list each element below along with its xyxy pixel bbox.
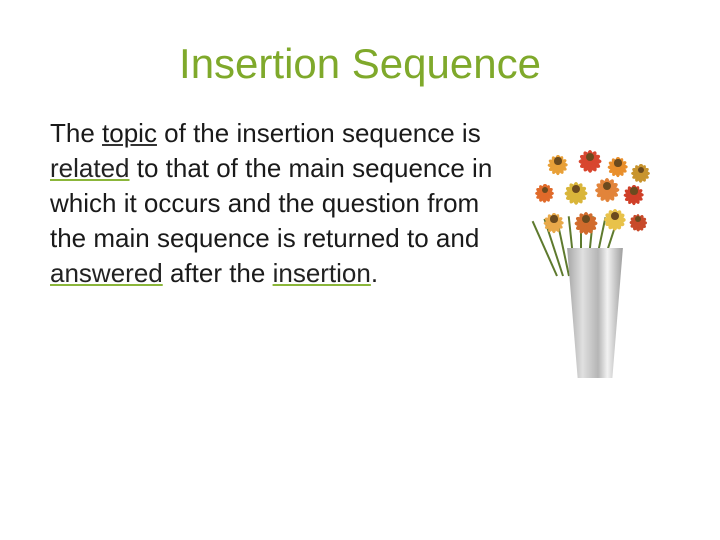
vase <box>564 248 626 378</box>
flower-icon <box>625 206 651 232</box>
slide: Insertion Sequence The topic of the inse… <box>0 0 720 540</box>
text-plain: after the <box>163 258 273 288</box>
slide-title: Insertion Sequence <box>50 40 670 88</box>
body-paragraph: The topic of the insertion sequence is r… <box>50 116 510 291</box>
text-underlined-answered: answered <box>50 258 163 288</box>
flower-icon <box>559 172 593 206</box>
text-plain: . <box>371 258 378 288</box>
flower-vase-figure <box>520 136 670 378</box>
text-plain: of the insertion sequence is <box>157 118 481 148</box>
flower-icon <box>543 146 573 176</box>
text-underlined-insertion: insertion <box>273 258 371 288</box>
body-wrap: The topic of the insertion sequence is r… <box>50 116 670 378</box>
bouquet <box>525 136 665 256</box>
flower-icon <box>539 204 569 234</box>
text-underlined-related: related <box>50 153 130 183</box>
flower-icon <box>569 202 603 236</box>
text-plain: The <box>50 118 102 148</box>
flower-icon <box>531 176 559 204</box>
text-underlined-topic: topic <box>102 118 157 148</box>
